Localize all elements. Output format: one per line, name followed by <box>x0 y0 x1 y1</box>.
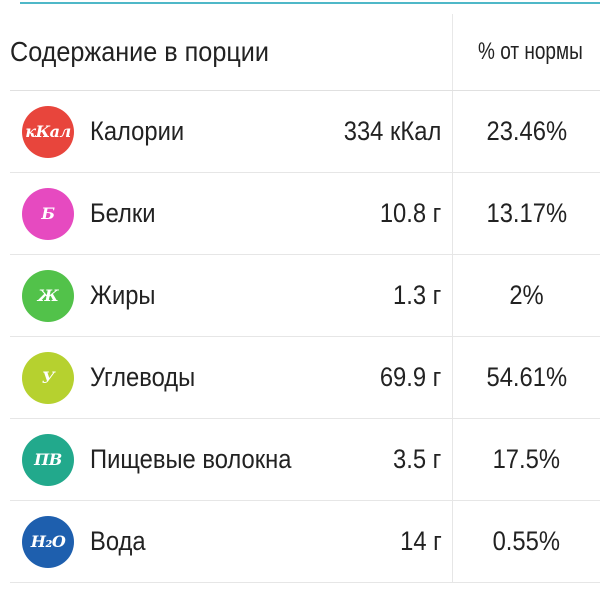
nutrient-cell: Б Белки 10.8 г <box>10 173 452 254</box>
header-norm-label: % от нормы <box>478 38 583 65</box>
table-header: Содержание в порции % от нормы <box>10 14 600 91</box>
table-row: H₂O Вода 14 г 0.55% <box>10 501 600 583</box>
pct-cell: 13.17% <box>452 173 600 254</box>
carbs-badge-icon: У <box>22 351 74 404</box>
nutrient-pct: 23.46% <box>486 116 567 146</box>
nutrient-amount: 69.9 г <box>379 362 442 392</box>
nutrient-cell: H₂O Вода 14 г <box>10 501 452 582</box>
nutrient-amount: 10.8 г <box>379 198 442 228</box>
nutrient-pct: 13.17% <box>486 198 567 228</box>
protein-badge-icon: Б <box>22 187 74 240</box>
table-row: У Углеводы 69.9 г 54.61% <box>10 337 600 419</box>
pct-cell: 23.46% <box>452 91 600 172</box>
nutrient-amount: 1.3 г <box>393 280 442 310</box>
table-row: кКал Калории 334 кКал 23.46% <box>10 91 600 173</box>
nutrient-cell: Ж Жиры 1.3 г <box>10 255 452 336</box>
pct-cell: 17.5% <box>452 419 600 500</box>
nutrient-name: Вода <box>90 526 146 556</box>
nutrient-name: Калории <box>90 116 185 146</box>
pct-cell: 54.61% <box>452 337 600 418</box>
nutrient-cell: У Углеводы 69.9 г <box>10 337 452 418</box>
water-badge-icon: H₂O <box>22 515 74 568</box>
nutrition-table: Содержание в порции % от нормы кКал Кало… <box>10 14 600 583</box>
nutrient-name: Белки <box>90 198 156 228</box>
fiber-badge-icon: ПВ <box>22 433 74 486</box>
nutrient-amount: 334 кКал <box>343 116 442 146</box>
table-row: Б Белки 10.8 г 13.17% <box>10 173 600 255</box>
table-row: ПВ Пищевые волокна 3.5 г 17.5% <box>10 419 600 501</box>
nutrient-pct: 54.61% <box>486 362 567 392</box>
nutrient-pct: 0.55% <box>492 526 561 556</box>
nutrient-name: Углеводы <box>90 362 196 392</box>
fat-badge-icon: Ж <box>22 269 74 322</box>
nutrient-pct: 17.5% <box>492 444 561 474</box>
pct-cell: 2% <box>452 255 600 336</box>
pct-cell: 0.55% <box>452 501 600 582</box>
header-portion-label: Содержание в порции <box>10 36 269 67</box>
nutrient-name: Пищевые волокна <box>90 444 292 474</box>
calories-badge-icon: кКал <box>22 105 74 158</box>
nutrient-pct: 2% <box>509 280 544 310</box>
header-norm-cell: % от нормы <box>452 14 585 90</box>
nutrient-amount: 3.5 г <box>393 444 442 474</box>
nutrient-cell: кКал Калории 334 кКал <box>10 91 452 172</box>
nutrient-name: Жиры <box>90 280 156 310</box>
header-portion-cell: Содержание в порции <box>10 14 408 90</box>
table-row: Ж Жиры 1.3 г 2% <box>10 255 600 337</box>
top-accent-line <box>20 2 600 4</box>
nutrient-amount: 14 г <box>399 526 442 556</box>
nutrient-cell: ПВ Пищевые волокна 3.5 г <box>10 419 452 500</box>
